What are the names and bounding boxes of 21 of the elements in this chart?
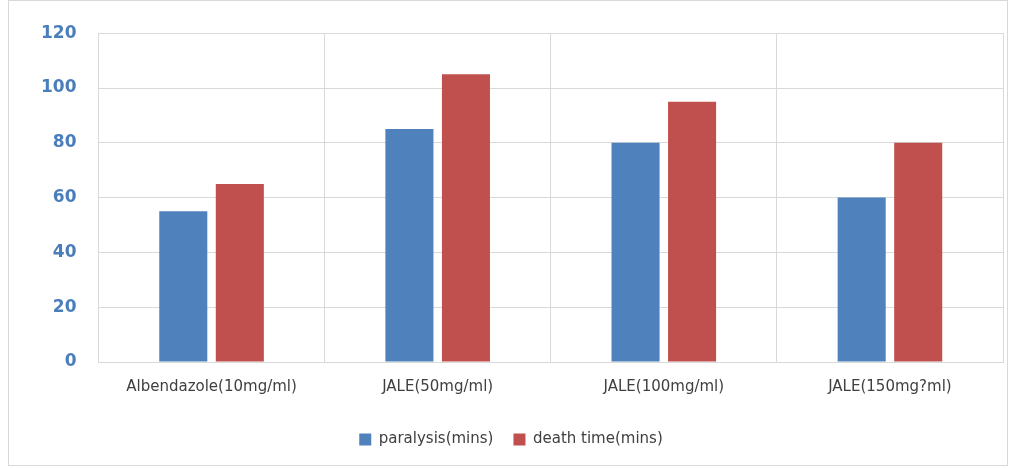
x-tick-label: Albendazole(10mg/ml)	[126, 376, 297, 395]
y-tick-label: 20	[52, 295, 77, 316]
bar	[385, 129, 434, 362]
legend-label: death time(mins)	[532, 429, 663, 448]
bar	[894, 142, 943, 362]
bar	[837, 197, 886, 362]
legend-label: paralysis(mins)	[378, 429, 494, 448]
bar	[159, 211, 208, 362]
bar	[611, 142, 660, 362]
y-tick-label: 120	[40, 21, 77, 42]
y-tick-label: 80	[52, 131, 77, 152]
y-tick-label: 100	[40, 76, 77, 97]
bar	[441, 74, 490, 362]
x-tick-label: JALE(100mg/ml)	[602, 376, 725, 395]
y-tick-label: 0	[64, 350, 77, 371]
y-tick-label: 60	[52, 186, 77, 207]
x-tick-label: JALE(150mg?ml)	[827, 376, 952, 395]
x-tick-label: JALE(50mg/ml)	[381, 376, 494, 395]
bar	[215, 183, 264, 362]
bar	[668, 101, 717, 362]
y-tick-label: 40	[52, 240, 77, 261]
